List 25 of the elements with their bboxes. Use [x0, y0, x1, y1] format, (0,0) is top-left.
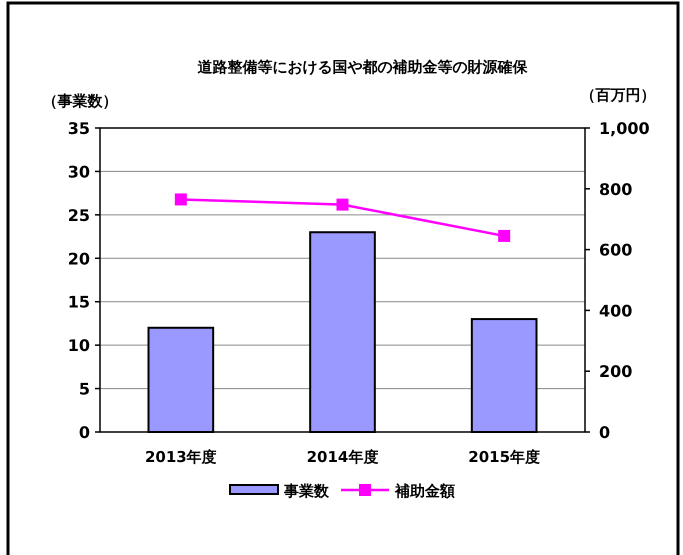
y-tick-label: 10	[68, 336, 90, 356]
y-tick-label: 20	[68, 249, 90, 268]
point	[336, 198, 348, 211]
y2-tick-label: 400	[599, 301, 632, 320]
y-tick-label: 0	[78, 423, 90, 442]
y-tick-label: 5	[78, 380, 90, 399]
legend-label: 事業数	[283, 482, 330, 500]
point	[174, 193, 187, 206]
y2-axis-title: （百万円）	[580, 86, 656, 104]
chart-title: 道路整備等における国や都の補助金等の財源確保	[198, 58, 528, 76]
point	[498, 230, 510, 242]
y-tick-label: 35	[68, 119, 90, 138]
y2-tick-label: 200	[599, 362, 632, 382]
x-tick-label: 2013年度	[144, 448, 217, 466]
x-tick-label: 2014年度	[306, 448, 378, 466]
y-tick-label: 25	[68, 206, 90, 225]
y2-tick-label: 1,000	[599, 119, 650, 138]
x-tick-label: 2015年度	[468, 448, 540, 466]
y2-tick-label: 800	[599, 180, 632, 199]
y2-tick-label: 600	[599, 240, 632, 260]
y-axis-title: （事業数）	[42, 92, 118, 110]
y2-tick-label: 0	[599, 423, 610, 442]
legend-label: 補助金額	[394, 482, 455, 500]
y-tick-label: 30	[68, 162, 90, 182]
y-tick-label: 15	[68, 292, 90, 312]
